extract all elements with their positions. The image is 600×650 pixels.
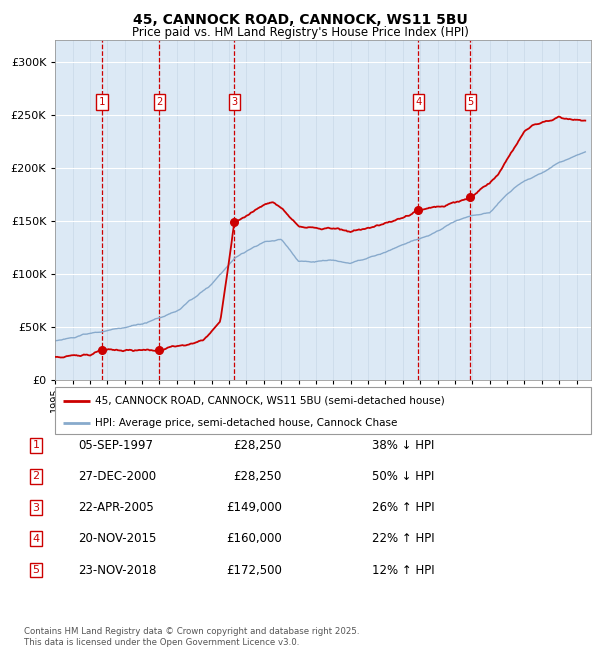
Text: 2: 2: [156, 97, 163, 107]
Text: 5: 5: [32, 565, 40, 575]
Text: 38% ↓ HPI: 38% ↓ HPI: [372, 439, 434, 452]
Text: 2: 2: [32, 471, 40, 482]
Text: £28,250: £28,250: [233, 439, 282, 452]
Text: Price paid vs. HM Land Registry's House Price Index (HPI): Price paid vs. HM Land Registry's House …: [131, 26, 469, 39]
Text: 3: 3: [231, 97, 238, 107]
Text: £149,000: £149,000: [226, 501, 282, 514]
Text: 23-NOV-2018: 23-NOV-2018: [78, 564, 157, 577]
Text: 4: 4: [415, 97, 421, 107]
Text: 12% ↑ HPI: 12% ↑ HPI: [372, 564, 434, 577]
Text: 20-NOV-2015: 20-NOV-2015: [78, 532, 157, 545]
Text: HPI: Average price, semi-detached house, Cannock Chase: HPI: Average price, semi-detached house,…: [95, 417, 398, 428]
Text: 1: 1: [32, 440, 40, 450]
Text: 22% ↑ HPI: 22% ↑ HPI: [372, 532, 434, 545]
Text: 26% ↑ HPI: 26% ↑ HPI: [372, 501, 434, 514]
Text: 22-APR-2005: 22-APR-2005: [78, 501, 154, 514]
Text: 05-SEP-1997: 05-SEP-1997: [78, 439, 153, 452]
Text: 1: 1: [98, 97, 105, 107]
Text: 3: 3: [32, 502, 40, 513]
Text: £28,250: £28,250: [233, 470, 282, 483]
Text: £172,500: £172,500: [226, 564, 282, 577]
Text: 45, CANNOCK ROAD, CANNOCK, WS11 5BU: 45, CANNOCK ROAD, CANNOCK, WS11 5BU: [133, 13, 467, 27]
Text: Contains HM Land Registry data © Crown copyright and database right 2025.
This d: Contains HM Land Registry data © Crown c…: [24, 627, 359, 647]
Text: 45, CANNOCK ROAD, CANNOCK, WS11 5BU (semi-detached house): 45, CANNOCK ROAD, CANNOCK, WS11 5BU (sem…: [95, 395, 445, 406]
Text: 5: 5: [467, 97, 473, 107]
Text: 4: 4: [32, 534, 40, 544]
Text: £160,000: £160,000: [226, 532, 282, 545]
Text: 27-DEC-2000: 27-DEC-2000: [78, 470, 156, 483]
Text: 50% ↓ HPI: 50% ↓ HPI: [372, 470, 434, 483]
